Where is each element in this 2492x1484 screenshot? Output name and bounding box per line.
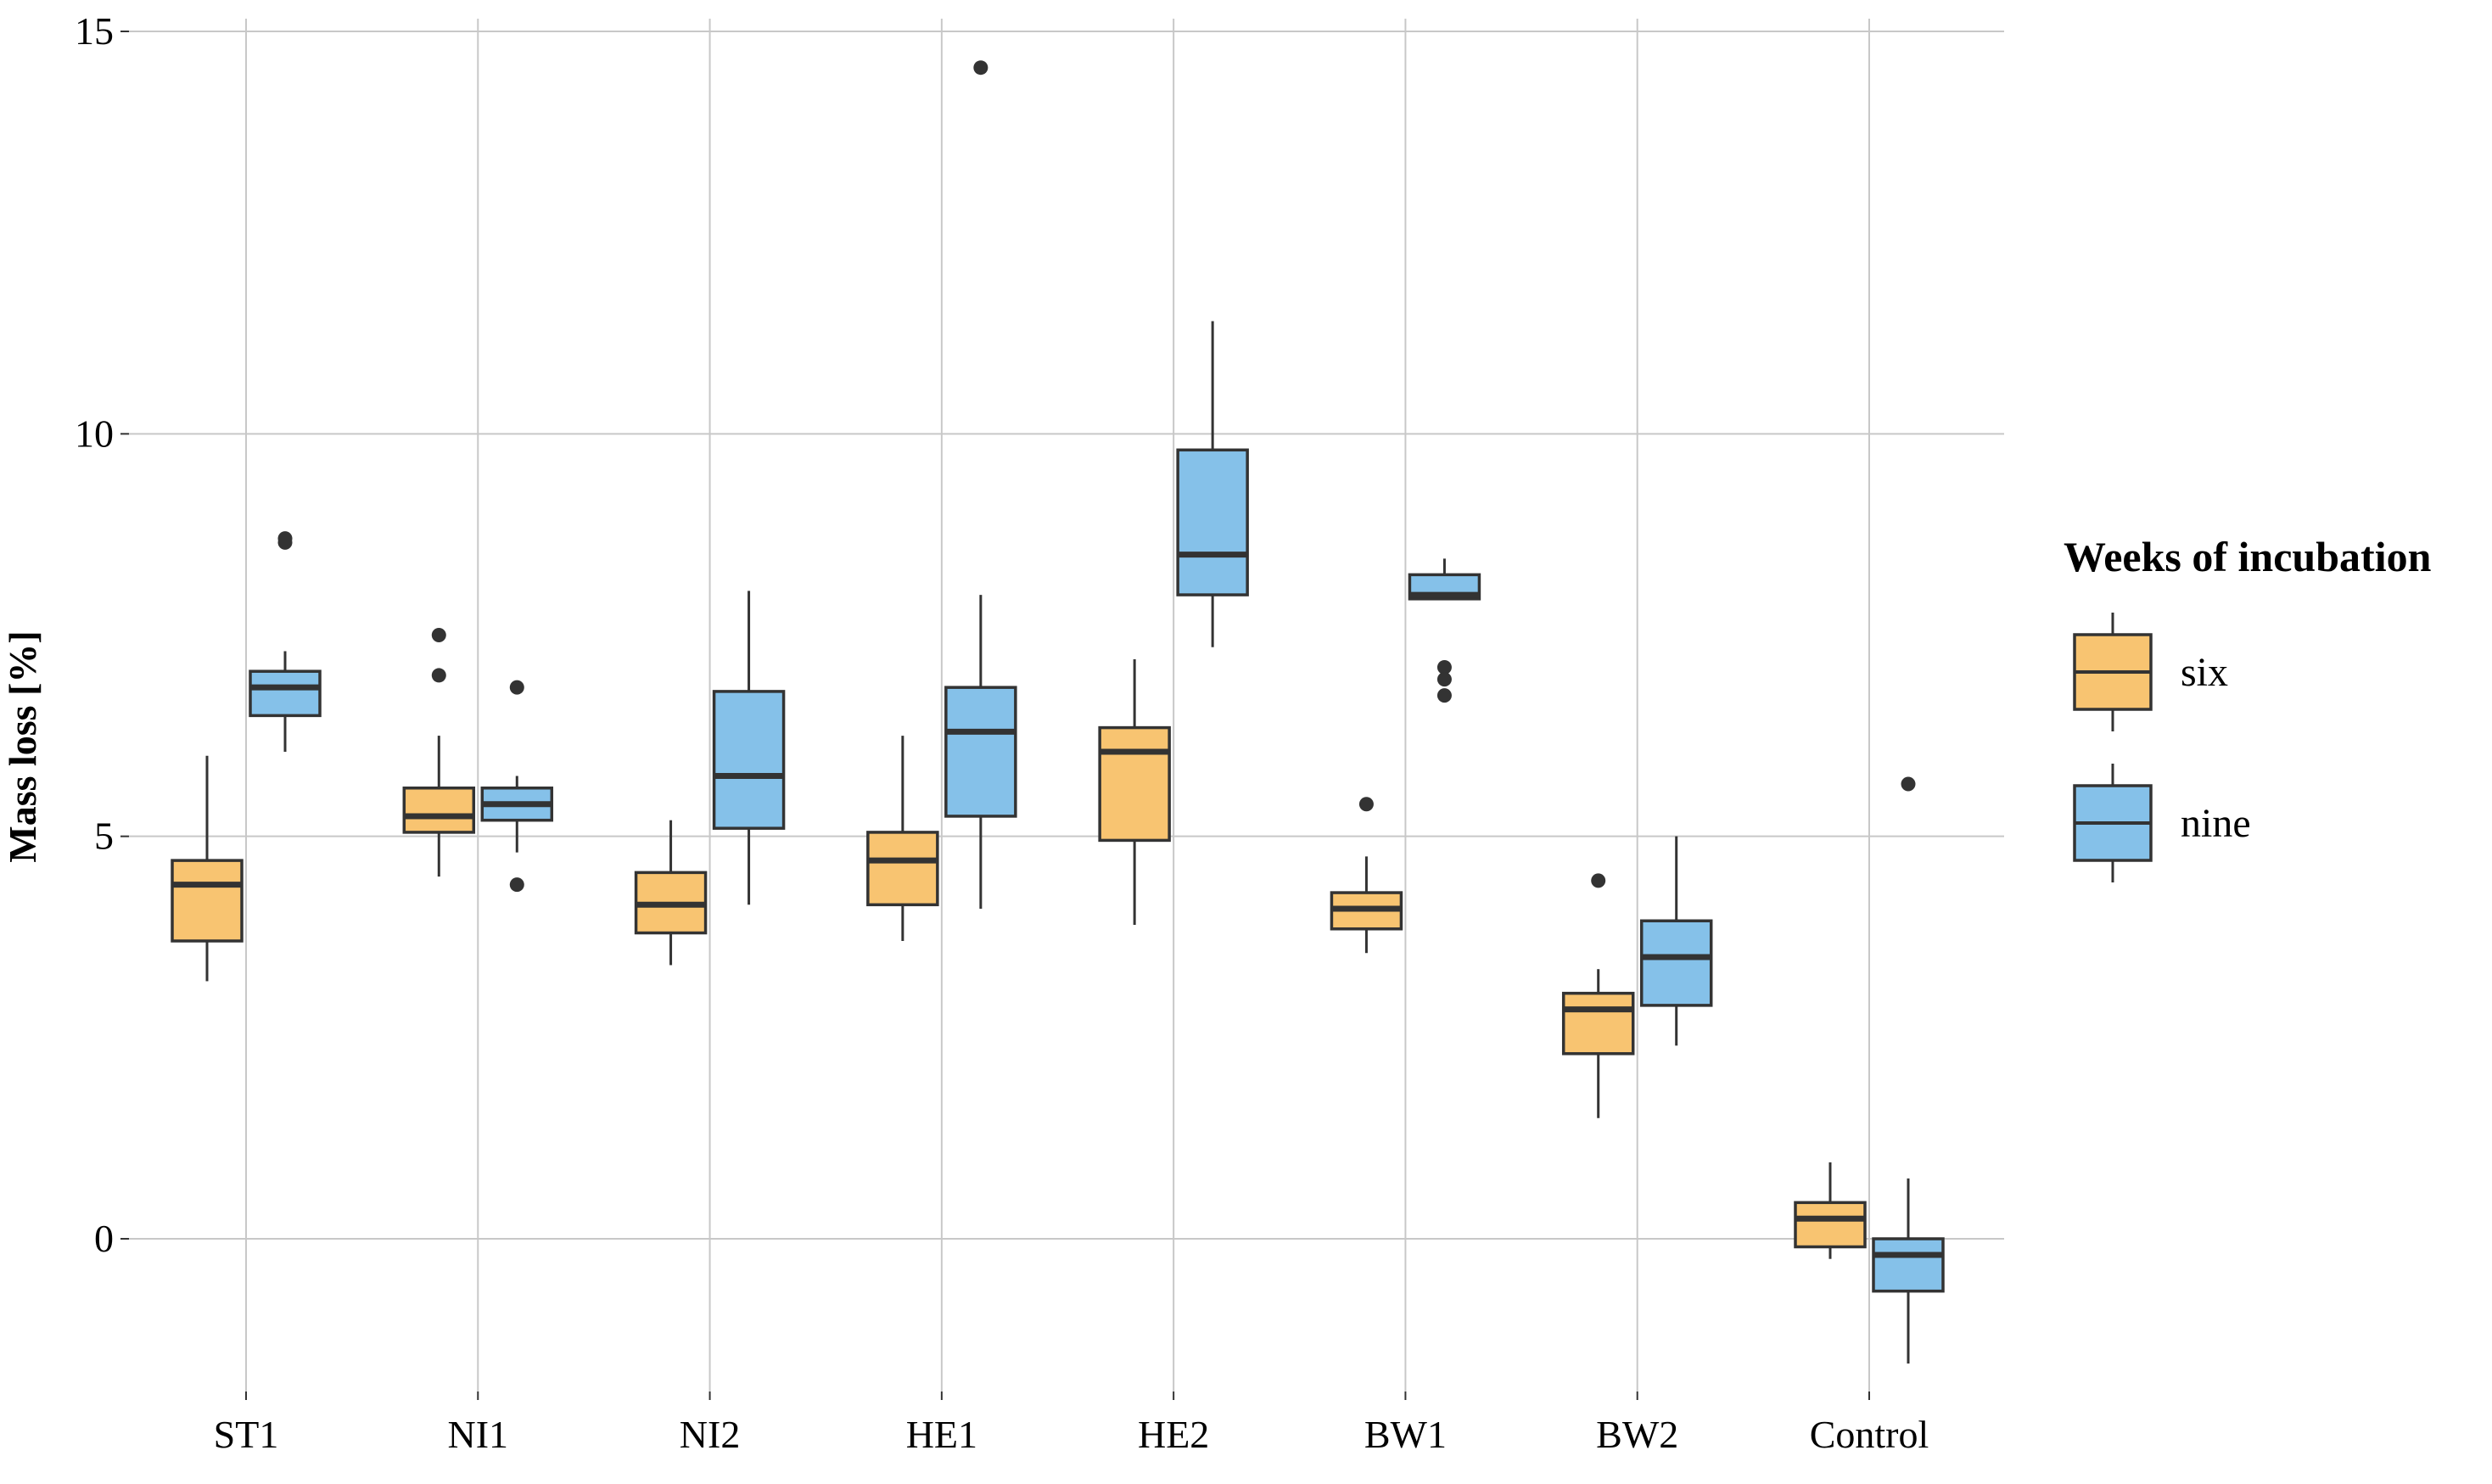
box-group <box>1098 658 1171 926</box>
box-body <box>402 786 476 834</box>
box-group <box>249 531 322 753</box>
outlier-point <box>1436 688 1452 703</box>
outlier-point <box>1358 797 1374 812</box>
box-group <box>1794 1162 1867 1259</box>
x-tick-label: BW1 <box>1364 1413 1447 1456</box>
box-group <box>1639 836 1713 1046</box>
outlier-point <box>1901 776 1916 792</box>
x-tick-label: ST1 <box>214 1413 279 1456</box>
box-group <box>866 736 939 941</box>
y-axis-title: Mass loss [%] <box>1 630 44 862</box>
x-tick-label: NI2 <box>680 1413 741 1456</box>
gridlines <box>129 19 2004 1392</box>
box-body <box>1098 725 1171 843</box>
outlier-point <box>277 531 293 546</box>
box-body <box>1872 1237 1945 1293</box>
outlier-point <box>509 680 524 695</box>
box-body <box>866 831 939 907</box>
y-tick-label: 15 <box>75 9 114 53</box>
box-body <box>944 686 1017 818</box>
y-tick-label: 5 <box>94 815 114 858</box>
outlier-point <box>431 668 446 683</box>
legend-label-six: six <box>2181 650 2228 695</box>
box-body <box>1176 448 1249 596</box>
outlier-point <box>509 877 524 893</box>
box-group <box>1408 558 1481 703</box>
outlier-point <box>1591 873 1606 888</box>
outlier-point <box>1436 659 1452 675</box>
boxes <box>171 60 1945 1364</box>
x-tick-label: BW2 <box>1596 1413 1678 1456</box>
box-body <box>712 690 786 830</box>
legend: Weeks of incubation six nine <box>2064 533 2432 882</box>
x-tick-label: NI1 <box>448 1413 509 1456</box>
outlier-point <box>1436 672 1452 687</box>
box-group <box>1561 873 1635 1118</box>
outlier-point <box>431 628 446 642</box>
box-body <box>1794 1201 1867 1249</box>
x-tick-label: HE1 <box>906 1413 977 1456</box>
box-group <box>171 755 244 982</box>
x-tick-label: HE2 <box>1138 1413 1209 1456</box>
box-group <box>480 680 554 893</box>
box-group <box>1330 797 1403 954</box>
box-group <box>1176 321 1249 647</box>
box-group <box>402 628 476 877</box>
outlier-point <box>973 60 988 76</box>
legend-key-nine <box>2073 764 2153 882</box>
y-tick-label: 0 <box>94 1217 114 1260</box>
legend-key-six <box>2073 613 2153 731</box>
box-group <box>712 591 786 905</box>
legend-title: Weeks of incubation <box>2064 533 2432 580</box>
box-body <box>171 859 244 943</box>
box-group <box>634 820 708 966</box>
legend-label-nine: nine <box>2181 801 2251 846</box>
box-body <box>1639 919 1713 1007</box>
box-body <box>249 669 322 718</box>
box-group <box>1872 776 1945 1364</box>
x-tick-label: Control <box>1810 1413 1929 1456</box>
y-tick-label: 10 <box>75 412 114 455</box>
box-body <box>1561 991 1635 1056</box>
axes: 0 5 10 15 ST1 NI1 NI2 HE1 HE2 BW1 BW2 Control <box>75 9 1929 1456</box>
box-group <box>944 60 1017 910</box>
